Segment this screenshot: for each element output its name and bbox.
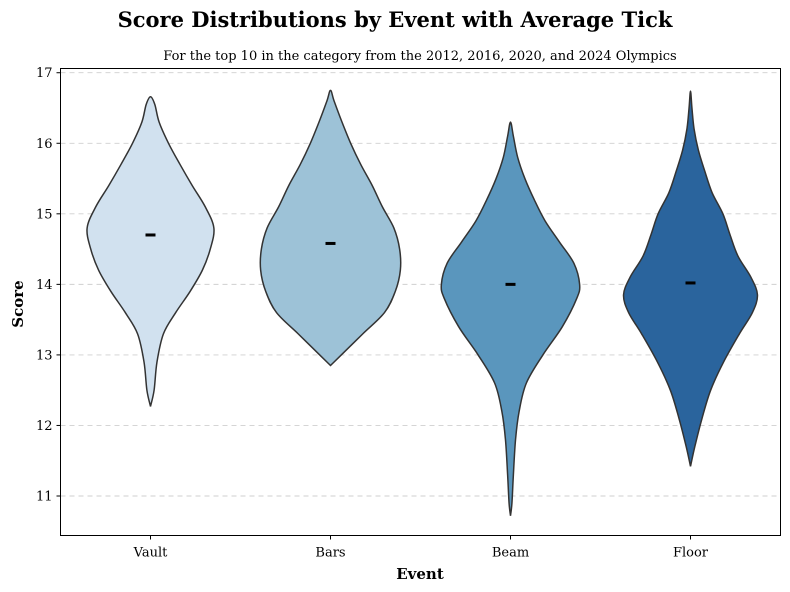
y-tick-label: 12	[36, 419, 53, 434]
y-tick-label: 14	[36, 278, 53, 293]
y-tick-label: 17	[36, 66, 53, 81]
y-tick-label: 15	[36, 207, 53, 222]
y-tick-label: 13	[36, 348, 53, 363]
y-tick-label: 11	[36, 489, 53, 504]
chart-subtitle: For the top 10 in the category from the …	[163, 49, 676, 64]
y-tick-label: 16	[36, 137, 53, 152]
x-tick-label: Floor	[673, 546, 709, 561]
violin-vault	[86, 95, 215, 407]
x-axis-label: Event	[396, 565, 444, 583]
violins	[86, 89, 759, 516]
y-axis: 11 12 13 14 15 16 17	[36, 66, 61, 504]
y-axis-label: Score	[9, 280, 27, 327]
mean-ticks	[145, 233, 696, 286]
x-tick-label: Beam	[492, 546, 529, 561]
chart-title: Score Distributions by Event with Averag…	[118, 7, 673, 32]
violin-beam	[440, 121, 581, 516]
violin-bars	[259, 89, 402, 367]
plot-frame	[60, 68, 781, 536]
x-tick-label: Vault	[133, 546, 168, 561]
x-tick-label: Bars	[315, 546, 345, 561]
x-axis: Vault Bars Beam Floor	[133, 535, 709, 561]
violin-floor	[622, 90, 759, 467]
